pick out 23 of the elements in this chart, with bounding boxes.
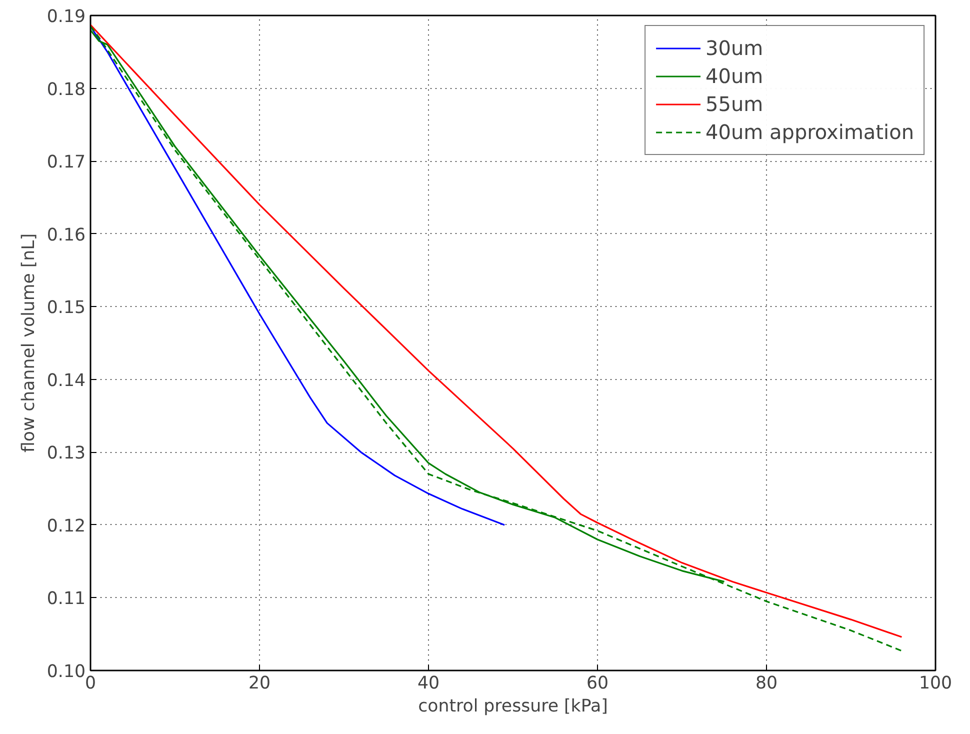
line-series (90, 26, 506, 526)
x-tick-label: 40 (417, 674, 440, 694)
y-tick-label: 0.15 (46, 298, 86, 318)
x-axis-title: control pressure [kPa] (418, 696, 608, 716)
y-axis-title: flow channel volume [nL] (18, 233, 39, 453)
legend-label: 40um (706, 64, 764, 88)
y-tick-label: 0.17 (46, 152, 86, 173)
legend-label: 40um approximation (706, 120, 914, 144)
x-tick-label: 0 (84, 674, 96, 694)
y-tick-label: 0.13 (46, 444, 86, 464)
y-tick-label: 0.14 (46, 370, 86, 391)
y-tick-label: 0.11 (46, 589, 86, 610)
x-tick-label: 20 (248, 674, 271, 694)
y-tick-label: 0.19 (46, 7, 86, 27)
y-tick-label: 0.12 (46, 516, 86, 536)
y-tick-label: 0.10 (46, 662, 86, 682)
legend-label: 30um (706, 36, 764, 60)
x-tick-label: 100 (918, 674, 952, 694)
y-tick-label: 0.18 (46, 80, 86, 100)
x-tick-label: 80 (755, 674, 778, 694)
y-tick-label: 0.16 (46, 225, 86, 246)
x-tick-label: 60 (586, 674, 609, 694)
legend-label: 55um (706, 92, 764, 116)
